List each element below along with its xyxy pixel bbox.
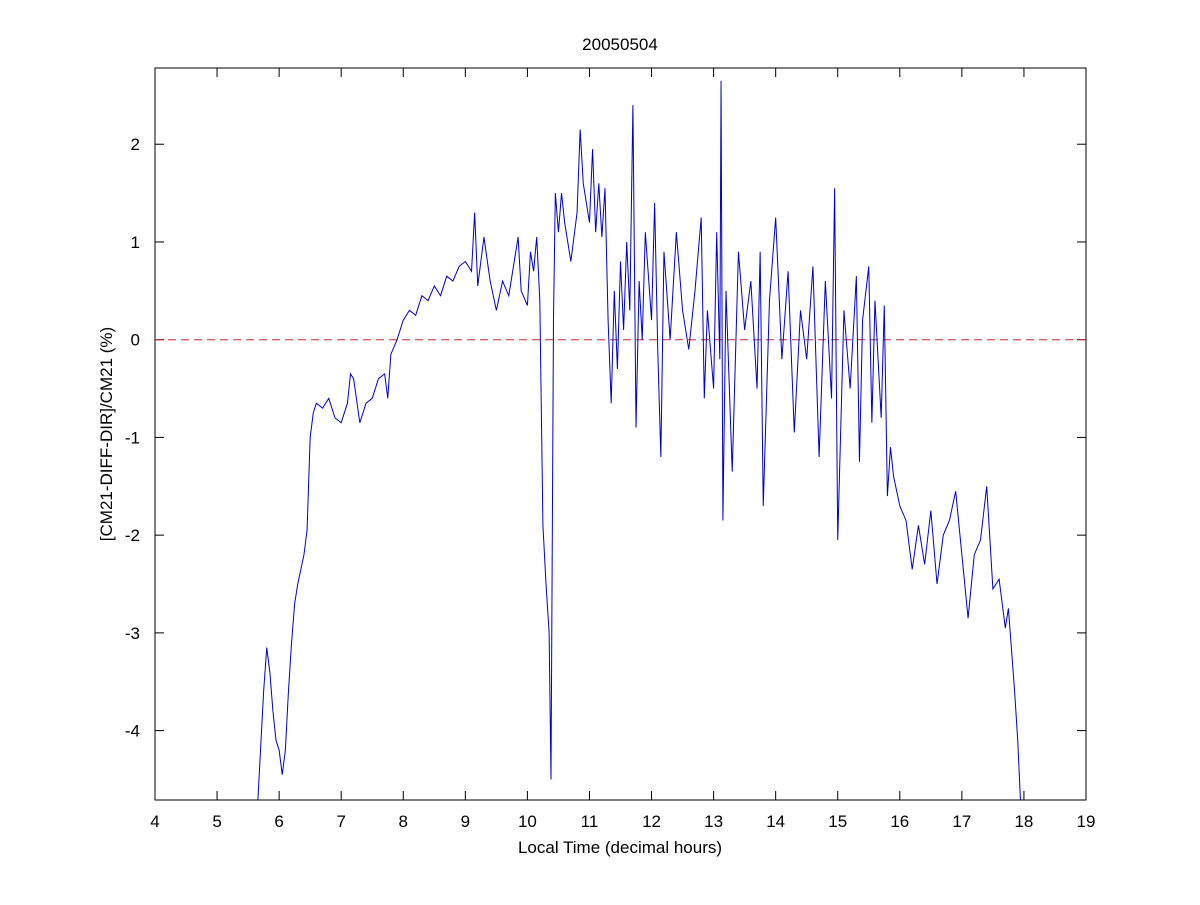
x-tick-label: 10 bbox=[518, 812, 537, 831]
y-tick-label: -2 bbox=[125, 526, 140, 545]
x-tick-label: 4 bbox=[150, 812, 159, 831]
y-tick-label: -4 bbox=[125, 722, 140, 741]
x-tick-label: 12 bbox=[642, 812, 661, 831]
x-tick-label: 13 bbox=[704, 812, 723, 831]
x-tick-label: 6 bbox=[274, 812, 283, 831]
x-tick-label: 8 bbox=[399, 812, 408, 831]
y-tick-label: 2 bbox=[131, 135, 140, 154]
y-axis-label: [CM21-DIFF-DIR]/CM21 (%) bbox=[97, 327, 116, 541]
x-tick-label: 15 bbox=[828, 812, 847, 831]
data-line bbox=[257, 80, 1021, 800]
chart-title: 20050504 bbox=[582, 35, 658, 54]
x-tick-label: 17 bbox=[952, 812, 971, 831]
x-tick-label: 14 bbox=[766, 812, 785, 831]
x-tick-label: 11 bbox=[581, 812, 599, 831]
x-tick-label: 16 bbox=[890, 812, 909, 831]
plot-frame bbox=[154, 67, 1087, 801]
y-tick-label: 1 bbox=[131, 233, 140, 252]
x-tick-label: 5 bbox=[212, 812, 221, 831]
x-tick-label: 19 bbox=[1077, 812, 1096, 831]
x-tick-label: 9 bbox=[461, 812, 470, 831]
x-tick-label: 18 bbox=[1014, 812, 1033, 831]
x-axis-label: Local Time (decimal hours) bbox=[518, 838, 722, 857]
y-tick-label: -3 bbox=[125, 624, 140, 643]
x-tick-label: 7 bbox=[336, 812, 345, 831]
y-tick-label: -1 bbox=[125, 428, 140, 447]
y-tick-label: 0 bbox=[131, 331, 140, 350]
